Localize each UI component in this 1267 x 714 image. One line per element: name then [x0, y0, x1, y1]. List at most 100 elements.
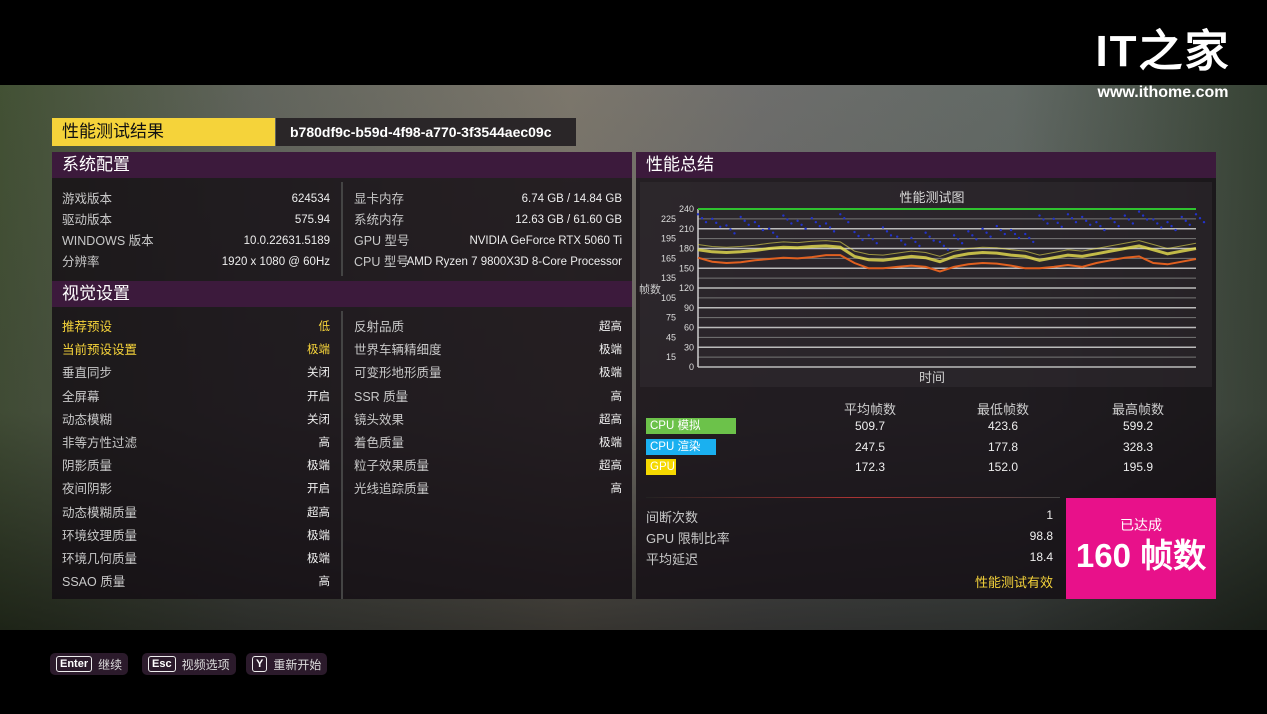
setting-value: 极端 [599, 344, 622, 357]
setting-row: 反射品质 超高 [354, 317, 622, 337]
series-point [1184, 219, 1187, 223]
setting-value: 超高 [599, 460, 622, 473]
setting-row: 动态模糊质量 超高 [62, 503, 330, 523]
stat-value: 247.5 [854, 439, 886, 454]
column-header: 最高帧数 [1111, 402, 1164, 417]
series-point [753, 220, 757, 224]
setting-value: 极端 [599, 437, 622, 449]
series-point [1066, 213, 1070, 216]
divider [341, 311, 343, 599]
series-point [910, 236, 913, 240]
ithome-url: www.ithome.com [1097, 84, 1229, 101]
series-point [853, 230, 856, 234]
setting-value: 高 [610, 483, 623, 496]
setting-label: 驱动版本 [62, 213, 113, 227]
y-tick-label: 30 [684, 342, 694, 352]
y-tick-label: 60 [684, 323, 694, 333]
series-point [952, 234, 956, 237]
footer-button-esc[interactable]: Esc 视频选项 [142, 653, 236, 675]
series-point [747, 223, 750, 226]
legend-GPU: GPU [646, 459, 676, 475]
setting-value: 极端 [307, 553, 330, 565]
setting-value: 10.0.22631.5189 [243, 235, 330, 247]
series-point [1117, 224, 1120, 228]
setting-label: SSAO 质量 [62, 575, 126, 590]
series-point [1032, 240, 1035, 244]
achieved-fps-box: 已达成 160 帧数 [1066, 498, 1216, 599]
series-min-line [697, 254, 1197, 273]
setting-row: WINDOWS 版本 10.0.22631.5189 [62, 231, 330, 251]
series-point [818, 224, 822, 228]
y-tick-label: 180 [679, 244, 694, 254]
footer-button-enter[interactable]: Enter 继续 [50, 653, 129, 675]
series-point [971, 234, 974, 237]
setting-value: NVIDIA GeForce RTX 5060 Ti [469, 235, 622, 247]
system-config-header: 系统配置 [52, 152, 632, 178]
series-point [938, 240, 942, 244]
series-point [875, 242, 878, 245]
stat-value: 1 [1046, 508, 1053, 522]
setting-label: 显卡内存 [354, 192, 405, 206]
setting-value: 超高 [599, 321, 622, 333]
setting-value: 开启 [307, 483, 330, 496]
series-point [918, 244, 921, 248]
y-tick-label: 210 [679, 224, 694, 234]
setting-label: 推荐预设 [62, 320, 113, 334]
series-point [928, 235, 931, 238]
series-point [967, 230, 970, 233]
series-point [995, 224, 998, 228]
series-point [1180, 215, 1183, 219]
stat-value: 423.6 [987, 419, 1019, 433]
setting-label: CPU 型号 [354, 255, 409, 269]
series-point [956, 238, 960, 241]
setting-value: 低 [318, 321, 331, 333]
visual-settings-header: 视觉设置 [52, 281, 632, 307]
series-point [1074, 220, 1078, 224]
series-point [1052, 217, 1055, 221]
performance-chart: 性能测试图01530456075901051201351501651801952… [639, 182, 1212, 387]
setting-label: 阴影质量 [62, 459, 113, 474]
series-point [889, 234, 893, 237]
series-point [981, 227, 984, 230]
setting-value: 极端 [307, 460, 330, 473]
setting-value: 极端 [307, 529, 330, 542]
setting-value: 624534 [291, 193, 330, 205]
series-point [932, 239, 935, 242]
series-point [1103, 228, 1106, 232]
series-point [1166, 220, 1169, 224]
setting-label: 分辨率 [62, 255, 100, 269]
series-point [1046, 222, 1049, 225]
series-point [867, 234, 870, 237]
series-point [729, 228, 732, 231]
y-tick-label: 90 [684, 303, 694, 313]
series-point [1099, 224, 1102, 228]
setting-label: 垂直同步 [62, 366, 113, 381]
series-point [1080, 215, 1084, 219]
series-point [790, 222, 793, 225]
key-esc-icon: Esc [148, 656, 176, 672]
setting-label: 可变形地形质量 [354, 366, 442, 381]
series-point [1017, 236, 1021, 240]
setting-label: WINDOWS 版本 [62, 234, 154, 248]
stat-value: 509.7 [854, 419, 886, 433]
series-point [804, 227, 807, 230]
series-point [1123, 214, 1127, 217]
setting-label: 系统内存 [354, 213, 405, 227]
setting-label: 游戏版本 [62, 192, 113, 206]
series-point [832, 230, 836, 233]
series-point [871, 238, 874, 241]
setting-row: CPU 型号 AMD Ryzen 7 9800X3D 8-Core Process… [354, 252, 622, 272]
setting-label: 粒子效果质量 [354, 459, 430, 474]
series-point [1202, 220, 1206, 224]
series-point [885, 230, 889, 233]
y-tick-label: 135 [661, 273, 676, 283]
series-point [1003, 232, 1006, 236]
series-point [796, 219, 799, 223]
series-point [1095, 220, 1098, 224]
performance-summary-header: 性能总结 [636, 152, 1216, 178]
stat-value: 599.2 [1122, 419, 1154, 433]
y-tick-label: 45 [666, 332, 676, 342]
setting-row: 光线追踪质量 高 [354, 479, 622, 499]
divider [341, 182, 343, 276]
footer-button-y[interactable]: Y 重新开始 [246, 653, 328, 675]
